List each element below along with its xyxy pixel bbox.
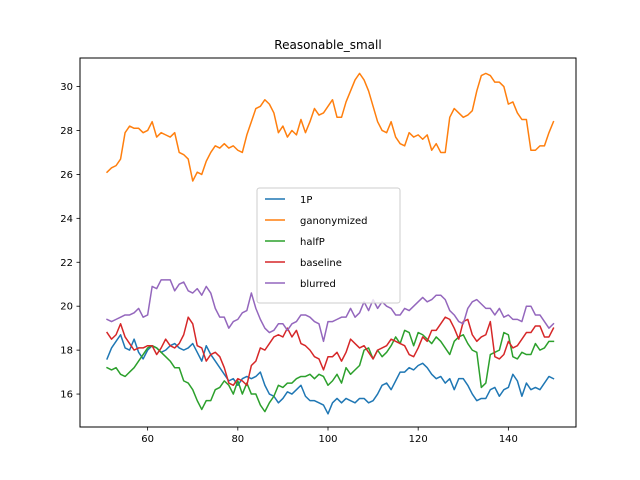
series-layer xyxy=(105,72,555,415)
legend-label-ganonymized: ganonymized xyxy=(300,216,367,227)
legend-label-1P: 1P xyxy=(300,195,312,206)
y-tick-label: 20 xyxy=(60,302,73,313)
x-tick-label: 120 xyxy=(409,434,428,445)
y-tick-label: 30 xyxy=(60,82,73,93)
series-line-blurred xyxy=(106,279,555,343)
series-line-baseline xyxy=(106,316,555,387)
y-tick-label: 28 xyxy=(60,126,73,137)
y-tick-label: 24 xyxy=(60,214,73,225)
legend: 1P ganonymized halfP baseline blurred xyxy=(256,187,401,304)
legend-label-halfP: halfP xyxy=(300,237,325,248)
legend-label-blurred: blurred xyxy=(300,279,336,290)
x-tick-label: 140 xyxy=(499,434,518,445)
y-axis: 16 18 20 22 24 26 28 30 xyxy=(60,82,80,401)
series-line-1P xyxy=(106,334,555,415)
series-line-ganonymized xyxy=(105,72,555,182)
y-tick-label: 22 xyxy=(60,258,73,269)
legend-box xyxy=(256,187,401,304)
x-tick-label: 80 xyxy=(231,434,244,445)
y-tick-label: 18 xyxy=(60,346,73,357)
x-axis: 60 80 100 120 140 xyxy=(141,427,518,445)
chart-title: Reasonable_small xyxy=(274,38,381,52)
legend-label-baseline: baseline xyxy=(300,258,342,269)
x-tick-label: 60 xyxy=(141,434,154,445)
x-tick-label: 100 xyxy=(318,434,337,445)
series-line-halfP xyxy=(106,329,555,413)
y-tick-label: 16 xyxy=(60,390,73,401)
y-tick-label: 26 xyxy=(60,170,73,181)
